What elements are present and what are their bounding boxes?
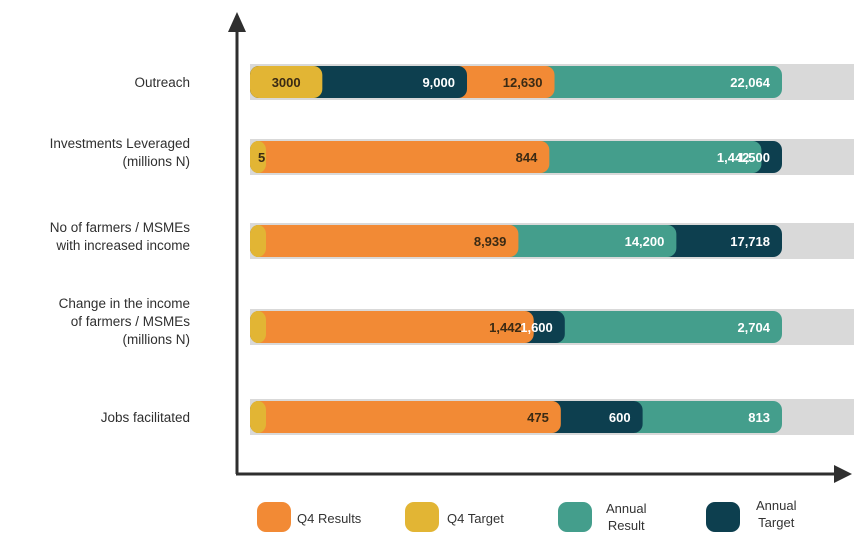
bar-q4-target bbox=[250, 66, 323, 98]
legend-label-q4-results: Q4 Results bbox=[297, 511, 362, 526]
data-label-q4-results: 8,939 bbox=[474, 234, 507, 249]
data-label-annual-target: 1,600 bbox=[520, 320, 553, 335]
bar-q4-results bbox=[250, 401, 561, 433]
data-label-q4-results: 1,442 bbox=[489, 320, 522, 335]
data-label-annual-result: 22,064 bbox=[730, 75, 771, 90]
category-label-income-change: Change in the income of farmers / MSMEs … bbox=[58, 296, 190, 347]
legend-swatch-q4-target bbox=[405, 502, 439, 532]
legend-swatch-q4-results bbox=[257, 502, 291, 532]
bar-q4-results bbox=[250, 225, 519, 257]
data-label-q4-results: 844 bbox=[516, 150, 538, 165]
category-label-jobs: Jobs facilitated bbox=[100, 410, 190, 425]
bar-group-jobs: 813 600 475 bbox=[250, 399, 854, 435]
data-label-annual-result: 14,200 bbox=[625, 234, 665, 249]
category-label-investments: Investments Leveraged (millions N) bbox=[49, 136, 190, 169]
data-label-annual-result: 813 bbox=[748, 410, 770, 425]
bar-q4-target bbox=[250, 141, 266, 173]
data-label-annual-target: 9,000 bbox=[422, 75, 455, 90]
data-label-annual-target: 17,718 bbox=[730, 234, 770, 249]
data-label-annual-target: 1,500 bbox=[737, 150, 770, 165]
data-label-annual-target: 600 bbox=[609, 410, 631, 425]
bars-layer: 22,06412,6309,00030001,5001,442844517,71… bbox=[250, 64, 854, 435]
x-axis-arrow-icon bbox=[834, 465, 852, 483]
data-label-q4-results: 12,630 bbox=[503, 75, 543, 90]
y-axis-arrow-icon bbox=[228, 12, 246, 32]
category-label-farmers-income: No of farmers / MSMEs with increased inc… bbox=[49, 220, 190, 253]
bar-group-outreach: 22,064 12,630 9,000 3000 bbox=[250, 64, 854, 100]
category-label-outreach: Outreach bbox=[134, 75, 190, 90]
axes-layer bbox=[228, 12, 852, 483]
legend-label-q4-target: Q4 Target bbox=[447, 511, 504, 526]
bar-q4-results bbox=[250, 311, 534, 343]
bar-q4-target bbox=[250, 225, 266, 257]
data-label-q4-target: 5 bbox=[258, 150, 265, 165]
bar-q4-results bbox=[250, 141, 550, 173]
bar-q4-target bbox=[250, 311, 266, 343]
legend-label-annual-result: Annual Result bbox=[606, 501, 647, 533]
bar-group-farmers-income: 17,718 14,200 8,939 bbox=[250, 223, 854, 259]
bar-q4-target bbox=[250, 401, 266, 433]
data-label-annual-result: 1,442 bbox=[717, 150, 750, 165]
legend-swatch-annual-result bbox=[558, 502, 592, 532]
data-label-q4-target: 3000 bbox=[272, 75, 301, 90]
data-label-annual-result: 2,704 bbox=[737, 320, 770, 335]
legend-swatch-annual-target bbox=[706, 502, 740, 532]
legend-label-annual-target: Annual Target bbox=[756, 498, 797, 530]
data-label-q4-results: 475 bbox=[527, 410, 549, 425]
